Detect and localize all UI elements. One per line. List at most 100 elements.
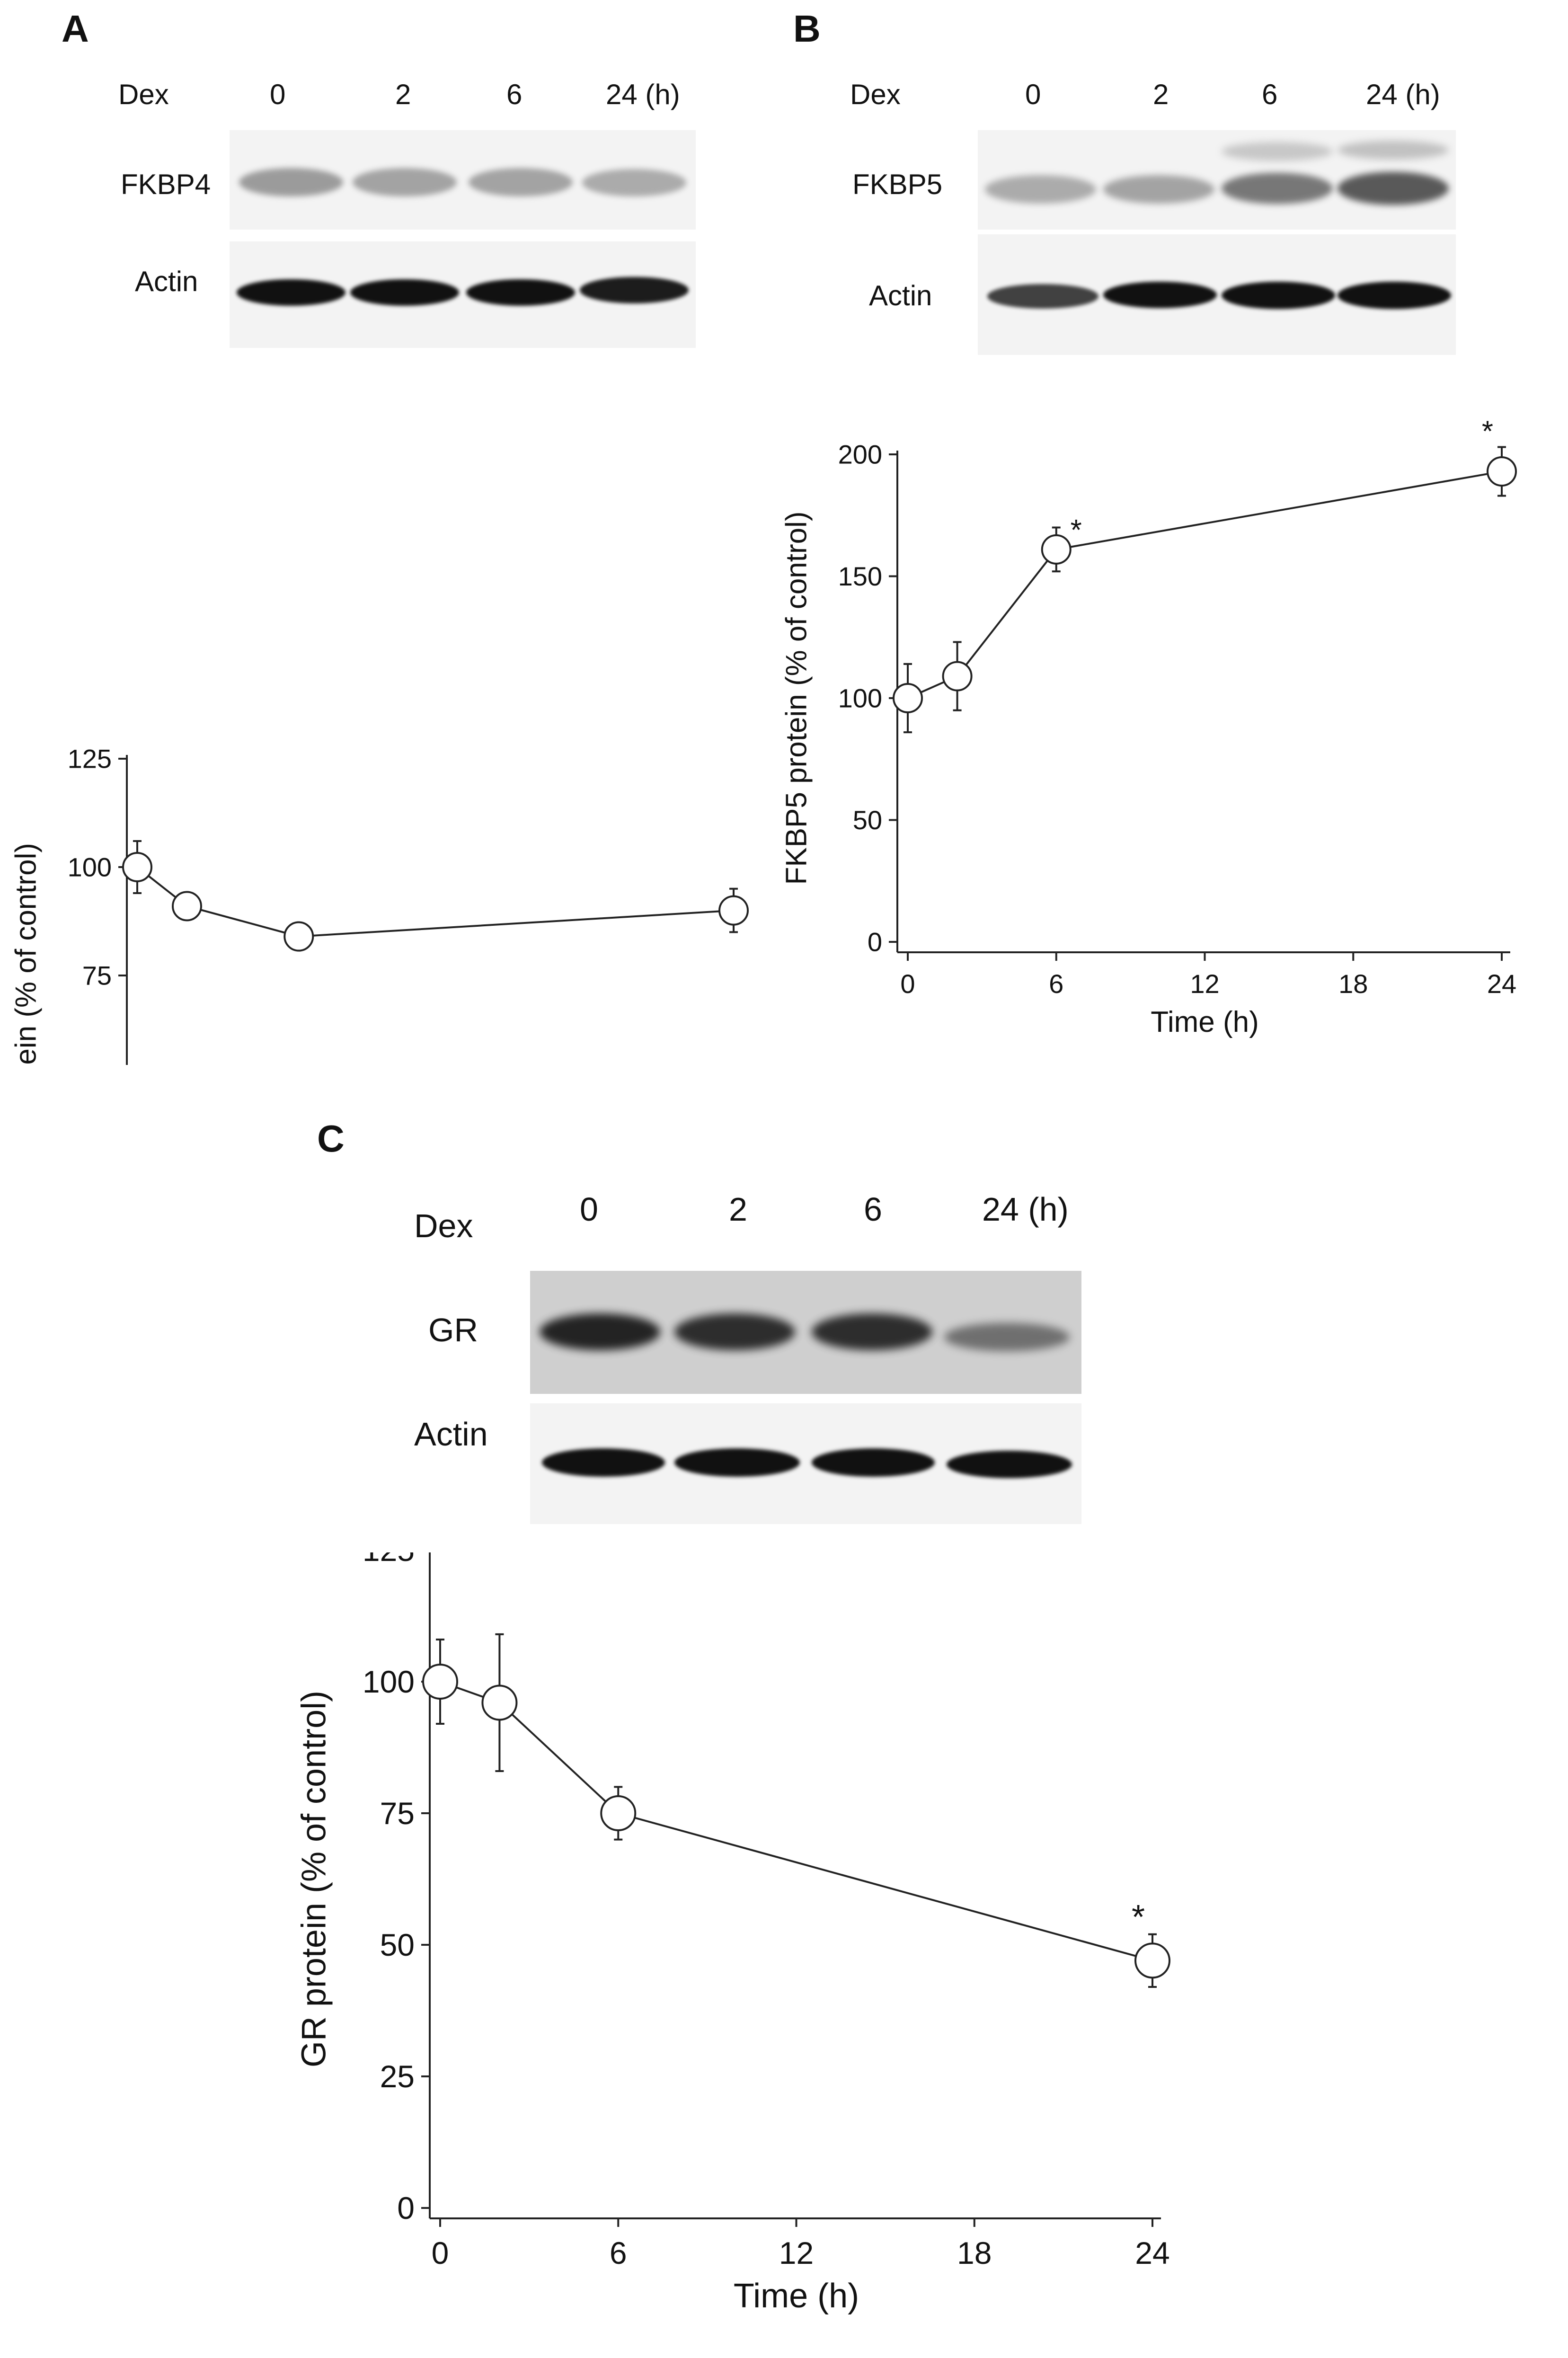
x-axis-label: Time (h) bbox=[734, 2277, 859, 2315]
significance-asterisk: * bbox=[1071, 514, 1082, 547]
band bbox=[542, 1448, 665, 1477]
band bbox=[985, 175, 1096, 204]
panel-letter: A bbox=[62, 8, 89, 50]
x-tick-label: 0 bbox=[432, 2235, 449, 2270]
lane-label: 0 bbox=[270, 79, 286, 110]
data-point bbox=[1134, 1942, 1170, 1979]
lane-label: 24 (h) bbox=[982, 1191, 1069, 1228]
lane-label: 6 bbox=[506, 79, 523, 110]
y-tick-label: 75 bbox=[380, 1796, 415, 1831]
band bbox=[1222, 173, 1333, 204]
series-line bbox=[907, 470, 1502, 699]
y-tick-label: 50 bbox=[380, 1927, 415, 1962]
data-point bbox=[172, 891, 202, 922]
band bbox=[1338, 141, 1449, 160]
y-tick-label: 100 bbox=[68, 852, 112, 882]
chart-a: 025507510012506121824Time (h)FKBP4 prote… bbox=[10, 744, 749, 1065]
band bbox=[580, 277, 689, 303]
protein-blot bbox=[530, 1271, 1081, 1394]
band bbox=[540, 1313, 660, 1350]
y-tick-label: 25 bbox=[380, 2059, 415, 2094]
band bbox=[987, 284, 1098, 309]
data-point bbox=[600, 1795, 637, 1831]
data-point bbox=[122, 852, 152, 882]
band bbox=[582, 169, 686, 196]
lane-label: 24 (h) bbox=[606, 79, 680, 110]
lane-label: 2 bbox=[729, 1191, 747, 1228]
data-point bbox=[893, 683, 923, 713]
data-point bbox=[942, 661, 973, 691]
data-point bbox=[1041, 534, 1072, 565]
lane-label: 0 bbox=[1025, 79, 1041, 110]
x-tick-label: 24 bbox=[1135, 2235, 1169, 2270]
panel-c: C Dex 0 2 6 24 (h) GR Actin 0 25 50 75 100 12… bbox=[0, 1089, 1568, 2358]
panel-b: B Dex 0 2 6 24 (h) FKBP5 Actin 0 50 100 150… bbox=[784, 0, 1568, 1070]
data-point bbox=[718, 895, 749, 926]
chart-c: 0 25 50 75 100 125 0 6 12 18 24 Time (h) GR protein … bbox=[295, 1552, 1170, 2315]
band bbox=[353, 168, 457, 196]
data-point bbox=[283, 921, 314, 952]
protein-label: FKBP5 bbox=[852, 168, 943, 200]
lane-label: 0 bbox=[580, 1191, 598, 1228]
band bbox=[1338, 172, 1449, 205]
band bbox=[812, 1448, 935, 1477]
data-point bbox=[481, 1684, 518, 1721]
band bbox=[1103, 175, 1214, 204]
x-tick-label: 18 bbox=[957, 2235, 992, 2270]
x-tick-label: 24 bbox=[1487, 969, 1516, 999]
band bbox=[350, 279, 459, 306]
significance-asterisk: * bbox=[1482, 416, 1493, 448]
y-tick-label: 200 bbox=[838, 440, 882, 470]
band bbox=[469, 168, 573, 196]
lane-label: 2 bbox=[395, 79, 411, 110]
control-blot bbox=[978, 234, 1456, 355]
control-blot bbox=[530, 1403, 1081, 1524]
x-tick-label: 12 bbox=[779, 2235, 814, 2270]
control-label: Actin bbox=[135, 266, 198, 297]
y-tick-label: 150 bbox=[838, 561, 882, 591]
x-tick-label: 18 bbox=[1338, 969, 1368, 999]
y-tick-label: 125 bbox=[68, 744, 112, 774]
y-axis-label: GR protein (% of control) bbox=[295, 1691, 333, 2067]
x-tick-label: 6 bbox=[610, 2235, 627, 2270]
y-tick-label: 75 bbox=[82, 961, 112, 991]
x-axis-label: Time (h) bbox=[1151, 1006, 1258, 1038]
protein-blot bbox=[230, 130, 696, 230]
y-tick-label: 100 bbox=[838, 683, 882, 713]
protein-label: FKBP4 bbox=[121, 168, 211, 200]
band bbox=[466, 279, 575, 306]
band bbox=[1338, 282, 1451, 309]
y-tick-label: 0 bbox=[868, 927, 882, 957]
x-tick-label: 0 bbox=[900, 969, 915, 999]
protein-label: GR bbox=[428, 1312, 478, 1348]
band bbox=[674, 1313, 795, 1350]
significance-asterisk: * bbox=[1132, 1898, 1145, 1936]
control-label: Actin bbox=[414, 1416, 488, 1453]
band bbox=[947, 1451, 1072, 1478]
band bbox=[237, 279, 345, 306]
band bbox=[944, 1323, 1070, 1351]
band bbox=[1222, 282, 1335, 309]
dex-label: Dex bbox=[118, 79, 169, 110]
band bbox=[1103, 282, 1217, 308]
data-point bbox=[1487, 456, 1517, 487]
series-line bbox=[440, 1681, 1153, 1962]
y-tick-label: 100 bbox=[363, 1664, 415, 1699]
dex-label: Dex bbox=[414, 1207, 473, 1244]
lane-label: 24 (h) bbox=[1366, 79, 1440, 110]
band bbox=[812, 1313, 932, 1350]
data-point bbox=[422, 1664, 458, 1700]
chart-b: 0 50 100 150 200 0 6 12 18 24 Time (h) FKBP5 protei… bbox=[784, 416, 1517, 1038]
y-axis-label: FKBP4 protein (% of control) bbox=[10, 843, 43, 1065]
panel-letter: C bbox=[317, 1117, 345, 1160]
protein-blot bbox=[978, 130, 1456, 230]
lane-label: 6 bbox=[864, 1191, 882, 1228]
panel-letter: B bbox=[793, 8, 821, 50]
band bbox=[239, 168, 343, 196]
panel-a: A Dex 0 2 6 24 (h) FKBP4 Actin 025507510… bbox=[0, 0, 784, 1070]
series-line bbox=[136, 866, 734, 938]
x-tick-label: 6 bbox=[1049, 969, 1063, 999]
band bbox=[1222, 142, 1333, 161]
y-axis-label: FKBP5 protein (% of control) bbox=[784, 511, 813, 885]
control-blot bbox=[230, 241, 696, 348]
